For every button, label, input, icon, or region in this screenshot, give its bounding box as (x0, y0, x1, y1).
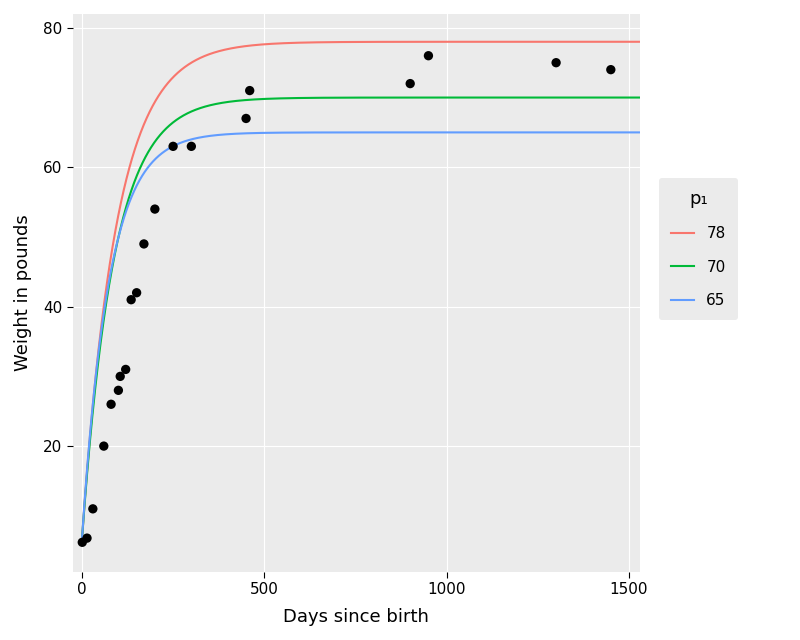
Point (166, 141, 179, 152)
Point (76, 537, 89, 547)
Point (404, 79, 417, 89)
Point (605, 65, 618, 75)
Point (149, 204, 162, 214)
Point (243, 86, 256, 96)
Point (98, 441, 110, 451)
Point (105, 399, 118, 410)
Point (422, 51, 435, 61)
Point (119, 364, 132, 374)
Point (86, 504, 99, 514)
Point (550, 58, 562, 68)
Y-axis label: Weight in pounds: Weight in pounds (14, 214, 32, 371)
Point (125, 294, 138, 305)
Point (130, 287, 143, 298)
Point (185, 141, 198, 152)
Point (81, 533, 94, 543)
Point (138, 239, 150, 249)
Legend: 78, 70, 65: 78, 70, 65 (659, 178, 738, 320)
X-axis label: Days since birth: Days since birth (283, 608, 430, 626)
Point (240, 113, 253, 124)
Point (114, 371, 126, 381)
Point (112, 385, 125, 396)
